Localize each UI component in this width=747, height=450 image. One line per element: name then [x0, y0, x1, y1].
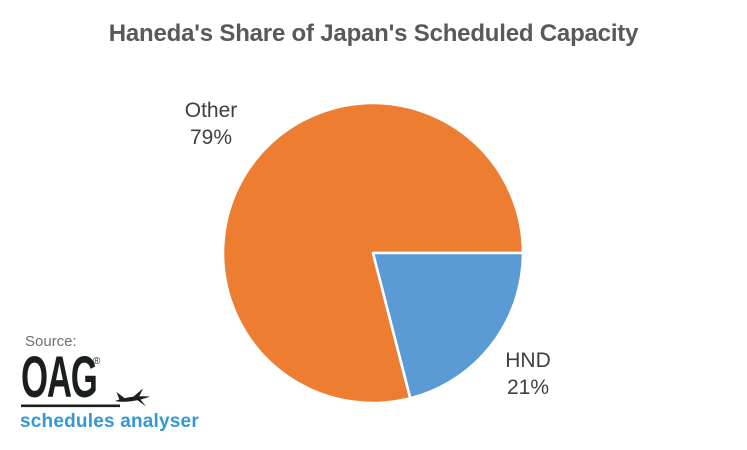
slice-label-hnd: HND 21% [496, 347, 560, 401]
slice-label-other-pct: 79% [189, 126, 233, 149]
slice-label-hnd-name: HND [505, 349, 551, 372]
registered-trademark-icon: ® [93, 356, 101, 367]
oag-logo-wordmark: OAG [21, 345, 98, 410]
airplane-icon [21, 388, 150, 408]
chart-title: Haneda's Share of Japan's Scheduled Capa… [108, 20, 639, 47]
oag-logo-tagline: schedules analyser [20, 411, 199, 432]
slice-label-other-name: Other [184, 99, 238, 122]
pie-slice-hnd [371, 251, 525, 400]
source-label: Source: [25, 333, 77, 350]
slice-label-other: Other 79% [156, 97, 266, 151]
slice-label-hnd-pct: 21% [506, 376, 550, 399]
